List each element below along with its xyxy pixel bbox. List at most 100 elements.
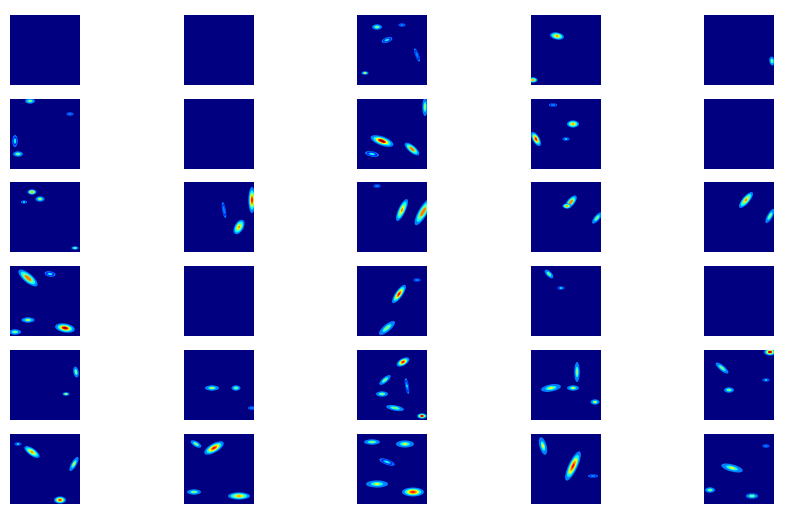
activation-blob bbox=[228, 492, 250, 500]
activation-blob bbox=[769, 56, 774, 66]
activation-blob bbox=[21, 317, 35, 323]
feature-map-tile bbox=[357, 266, 427, 336]
activation-blob bbox=[66, 112, 74, 116]
activation-heatmap bbox=[365, 99, 427, 157]
feature-map-tile bbox=[704, 350, 774, 420]
activation-blob bbox=[365, 151, 379, 157]
activation-blob bbox=[190, 440, 202, 448]
activation-blob bbox=[12, 135, 18, 147]
activation-blob bbox=[373, 184, 381, 188]
activation-blob bbox=[531, 131, 542, 147]
activation-blob bbox=[562, 137, 570, 141]
activation-blob bbox=[378, 321, 396, 335]
activation-heatmap bbox=[62, 366, 79, 396]
activation-blob bbox=[414, 198, 427, 226]
activation-heatmap bbox=[704, 266, 774, 336]
activation-blob bbox=[376, 391, 388, 397]
activation-blob bbox=[402, 487, 424, 497]
feature-map-tile bbox=[184, 15, 254, 85]
activation-heatmap bbox=[10, 269, 75, 335]
activation-blob bbox=[705, 487, 715, 493]
feature-map-tile bbox=[184, 182, 254, 252]
activation-blob bbox=[44, 271, 56, 277]
activation-heatmap bbox=[184, 266, 254, 336]
activation-blob bbox=[14, 442, 22, 446]
activation-heatmap bbox=[378, 278, 421, 335]
activation-blob bbox=[27, 189, 37, 195]
activation-heatmap bbox=[21, 189, 79, 250]
activation-blob bbox=[541, 384, 561, 392]
activation-heatmap bbox=[221, 187, 254, 235]
activation-heatmap bbox=[12, 99, 74, 157]
activation-blob bbox=[395, 199, 409, 221]
activation-blob bbox=[55, 323, 75, 333]
activation-heatmap bbox=[364, 439, 424, 497]
activation-blob bbox=[18, 269, 38, 287]
activation-blob bbox=[721, 463, 743, 473]
activation-blob bbox=[379, 375, 391, 385]
activation-heatmap bbox=[538, 437, 598, 481]
activation-blob bbox=[392, 284, 406, 304]
activation-blob bbox=[764, 350, 774, 356]
activation-blob bbox=[567, 120, 579, 128]
activation-blob bbox=[550, 32, 564, 40]
activation-blob bbox=[398, 23, 406, 27]
feature-map-tile bbox=[357, 434, 427, 504]
activation-blob bbox=[557, 286, 565, 290]
feature-map-tile bbox=[184, 434, 254, 504]
activation-heatmap bbox=[361, 23, 420, 75]
activation-blob bbox=[592, 212, 601, 224]
feature-map-tile bbox=[184, 350, 254, 420]
feature-map-tile bbox=[10, 434, 80, 504]
activation-heatmap bbox=[184, 15, 254, 85]
activation-blob bbox=[35, 196, 45, 202]
feature-map-tile bbox=[357, 182, 427, 252]
feature-map-tile bbox=[531, 99, 601, 169]
activation-heatmap bbox=[562, 195, 601, 224]
activation-blob bbox=[765, 208, 774, 224]
activation-blob bbox=[544, 269, 554, 279]
activation-blob bbox=[205, 385, 219, 391]
feature-map-tile bbox=[357, 99, 427, 169]
activation-blob bbox=[13, 151, 23, 157]
activation-blob bbox=[231, 385, 241, 391]
activation-blob bbox=[724, 387, 734, 393]
activation-blob bbox=[574, 362, 580, 382]
activation-blob bbox=[531, 77, 538, 83]
feature-map-tile bbox=[531, 266, 601, 336]
activation-heatmap bbox=[184, 99, 254, 169]
activation-heatmap bbox=[373, 184, 427, 226]
activation-blob bbox=[414, 48, 420, 62]
feature-map-tile bbox=[704, 434, 774, 504]
activation-blob bbox=[372, 24, 382, 30]
feature-map-tile bbox=[357, 350, 427, 420]
activation-blob bbox=[54, 496, 66, 504]
activation-blob bbox=[364, 439, 380, 445]
activation-blob bbox=[562, 203, 572, 209]
activation-heatmap bbox=[531, 32, 564, 83]
activation-blob bbox=[381, 36, 393, 44]
activation-blob bbox=[248, 187, 254, 213]
activation-blob bbox=[370, 135, 394, 147]
activation-blob bbox=[233, 219, 245, 235]
activation-heatmap bbox=[531, 103, 579, 147]
activation-blob bbox=[746, 493, 758, 499]
feature-map-tile bbox=[531, 434, 601, 504]
feature-map-tile bbox=[10, 350, 80, 420]
activation-blob bbox=[69, 456, 79, 472]
activation-heatmap bbox=[769, 56, 774, 66]
activation-heatmap bbox=[205, 385, 254, 410]
activation-heatmap bbox=[544, 269, 565, 290]
activation-blob bbox=[739, 191, 753, 209]
activation-heatmap bbox=[10, 15, 80, 85]
activation-blob bbox=[396, 357, 410, 367]
activation-blob bbox=[24, 446, 40, 458]
activation-blob bbox=[404, 142, 420, 156]
activation-heatmap bbox=[715, 350, 774, 393]
feature-map-tile bbox=[531, 182, 601, 252]
activation-blob bbox=[25, 99, 35, 104]
feature-map-tile bbox=[704, 99, 774, 169]
activation-heatmap bbox=[739, 191, 774, 224]
activation-heatmap bbox=[704, 99, 774, 169]
activation-blob bbox=[73, 366, 79, 378]
